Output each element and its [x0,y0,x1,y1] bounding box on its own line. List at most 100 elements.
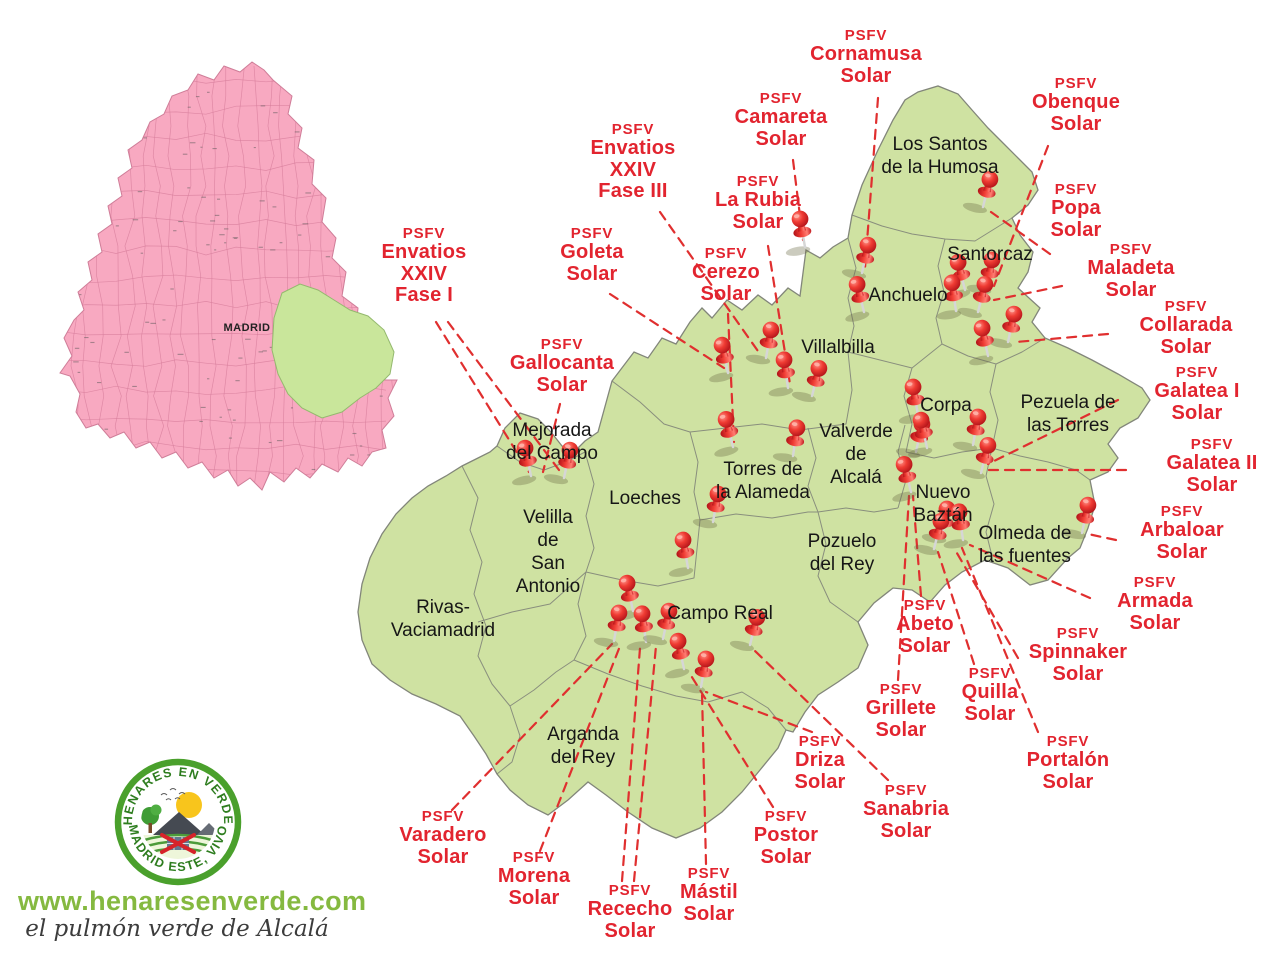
minimap-text-speck [132,219,139,221]
map-pin[interactable] [777,207,817,259]
minimap-text-speck [150,322,157,324]
minimap-text-speck [187,187,191,189]
minimap-border-line [278,65,288,487]
minimap-text-speck [77,371,81,373]
tagline: el pulmón verde de Alcalá [25,916,329,942]
minimap-text-speck [88,444,94,446]
leader-line [952,546,1020,660]
minimap-text-speck [386,286,393,288]
leader-line [1086,532,1118,542]
minimap-text-speck [264,329,269,331]
region-outline [357,85,1151,839]
minimap-text-speck [211,338,216,341]
minimap-text-speck [170,288,174,290]
madrid-province-minimap [59,61,398,492]
leader-line [450,642,614,812]
minimap-border-line [263,65,276,487]
minimap-text-speck [187,106,191,108]
leader-line [992,284,1064,302]
minimap-border-line [60,273,387,284]
minimap-text-speck [260,105,266,107]
leader-line [632,644,658,883]
sun-icon [176,792,202,818]
leader-line [688,672,775,809]
minimap-text-speck [259,200,265,202]
minimap-text-speck [235,380,240,382]
minimap-border-line [253,65,263,487]
minimap-text-speck [151,90,157,92]
minimap-text-speck [372,157,376,159]
minimap-text-speck [132,385,137,387]
minimap-text-speck [115,225,119,227]
leader-line [968,543,1092,600]
minimap-text-speck [317,74,321,76]
leader-line [986,398,1120,466]
minimap-text-speck [223,228,229,230]
minimap-text-speck [210,220,216,222]
minimap-text-speck [237,325,244,327]
minimap-text-speck [385,461,389,463]
minimap-text-speck [131,130,136,132]
minimap-text-speck [227,409,232,411]
minimap-text-speck [219,234,225,236]
minimap-text-speck [214,214,220,216]
minimap-text-speck [106,472,109,474]
minimap-text-speck [143,137,147,139]
minimap-text-speck [74,126,79,128]
minimap-text-speck [80,462,85,465]
minimap-text-speck [83,124,88,127]
minimap-text-speck [258,246,263,248]
minimap-text-speck [122,484,126,486]
minimap-text-speck [74,347,80,349]
leader-line [704,690,814,734]
minimap-text-speck [140,471,144,473]
minimap-text-speck [217,198,221,200]
leader-line [936,550,976,666]
minimap-text-speck [342,169,347,171]
leader-line [992,144,1050,288]
minimap-madrid-label: MADRID [223,322,271,334]
minimap-text-speck [212,148,217,150]
minimap-text-speck [207,378,210,380]
website-url[interactable]: www.henaresenverde.com [18,886,367,916]
minimap-text-speck [352,432,357,435]
minimap-text-speck [228,437,232,439]
minimap-text-speck [71,474,77,476]
leader-line [700,690,708,866]
minimap-text-speck [201,196,206,198]
minimap-border-line [60,245,387,256]
minimap-text-speck [140,460,145,462]
minimap-text-speck [84,336,89,339]
minimap-text-speck [134,88,140,90]
minimap-text-speck [360,491,364,492]
minimap-text-speck [379,395,383,397]
minimap-text-speck [253,147,256,149]
minimap-text-speck [219,416,222,418]
henares-municipalities-map [357,85,1151,839]
minimap-text-speck [346,474,351,476]
minimap-text-speck [268,441,272,444]
minimap-border-line [195,65,207,487]
minimap-text-speck [338,238,343,240]
minimap-text-speck [68,427,75,429]
minimap-text-speck [273,112,278,114]
minimap-border-line [209,65,217,487]
leader-line [863,96,880,270]
minimap-text-speck [359,445,363,447]
minimap-text-speck [270,249,276,251]
minimap-text-speck [349,454,355,456]
minimap-text-speck [199,420,203,423]
minimap-text-speck [162,319,166,321]
minimap-text-speck [79,294,82,296]
minimap-text-speck [388,179,395,181]
minimap-text-speck [178,220,183,223]
leader-line [620,646,642,883]
minimap-text-speck [232,237,239,239]
leader-line [1014,332,1110,344]
minimap-text-speck [189,142,196,144]
leader-line [434,320,531,474]
minimap-text-speck [200,406,206,408]
minimap-text-speck [367,454,370,456]
tree-trunk [148,823,152,833]
